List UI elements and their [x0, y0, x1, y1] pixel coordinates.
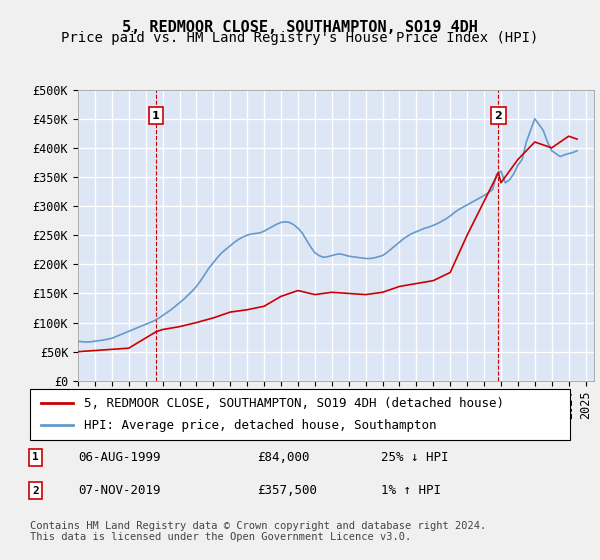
Text: Price paid vs. HM Land Registry's House Price Index (HPI): Price paid vs. HM Land Registry's House …	[61, 31, 539, 45]
Text: 06-AUG-1999: 06-AUG-1999	[79, 451, 161, 464]
Text: Contains HM Land Registry data © Crown copyright and database right 2024.
This d: Contains HM Land Registry data © Crown c…	[30, 521, 486, 543]
Text: 1: 1	[152, 111, 160, 121]
Text: 25% ↓ HPI: 25% ↓ HPI	[381, 451, 449, 464]
Text: 1% ↑ HPI: 1% ↑ HPI	[381, 484, 441, 497]
Text: £357,500: £357,500	[257, 484, 317, 497]
Text: 2: 2	[494, 111, 502, 121]
Text: HPI: Average price, detached house, Southampton: HPI: Average price, detached house, Sout…	[84, 419, 437, 432]
Text: 2: 2	[32, 486, 39, 496]
Text: 5, REDMOOR CLOSE, SOUTHAMPTON, SO19 4DH: 5, REDMOOR CLOSE, SOUTHAMPTON, SO19 4DH	[122, 20, 478, 35]
FancyBboxPatch shape	[30, 389, 570, 440]
Text: 1: 1	[32, 452, 39, 462]
Text: 07-NOV-2019: 07-NOV-2019	[79, 484, 161, 497]
Text: 5, REDMOOR CLOSE, SOUTHAMPTON, SO19 4DH (detached house): 5, REDMOOR CLOSE, SOUTHAMPTON, SO19 4DH …	[84, 397, 504, 410]
Text: £84,000: £84,000	[257, 451, 310, 464]
